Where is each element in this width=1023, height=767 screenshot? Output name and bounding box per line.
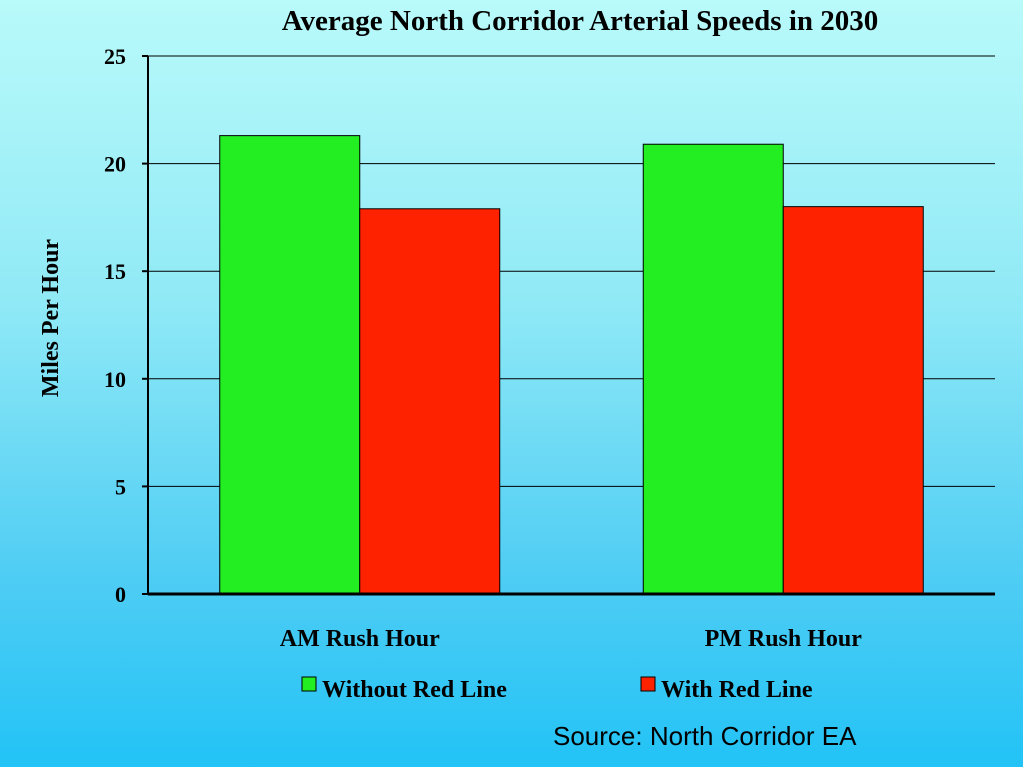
legend-label: Without Red Line [322, 677, 507, 703]
axes [142, 55, 995, 596]
legend-swatch [640, 676, 656, 692]
bar-without-red-line-am [219, 135, 361, 595]
source-note: Source: North Corridor EA [553, 721, 857, 751]
y-tick-label: 5 [115, 474, 126, 499]
bar-with-red-line-pm [782, 206, 924, 595]
legend-label: With Red Line [661, 677, 813, 703]
category-labels: AM Rush Hour PM Rush Hour [280, 626, 863, 652]
legend-swatch [301, 676, 317, 692]
y-tick-labels: 0 5 10 15 20 25 [104, 44, 126, 607]
y-tick-label: 15 [104, 259, 126, 284]
y-tick-label: 20 [104, 152, 126, 177]
category-label: PM Rush Hour [705, 626, 863, 652]
bar-with-red-line-am [359, 208, 501, 595]
bar-without-red-line-pm [642, 143, 784, 595]
y-axis-label: Miles Per Hour [38, 239, 64, 398]
y-tick-label: 10 [104, 367, 126, 392]
chart-title: Average North Corridor Arterial Speeds i… [282, 5, 879, 37]
legend: Without Red Line With Red Line [301, 676, 813, 703]
bars [219, 135, 924, 595]
y-tick-label: 25 [104, 44, 126, 69]
category-label: AM Rush Hour [280, 626, 440, 652]
y-tick-label: 0 [115, 582, 126, 607]
